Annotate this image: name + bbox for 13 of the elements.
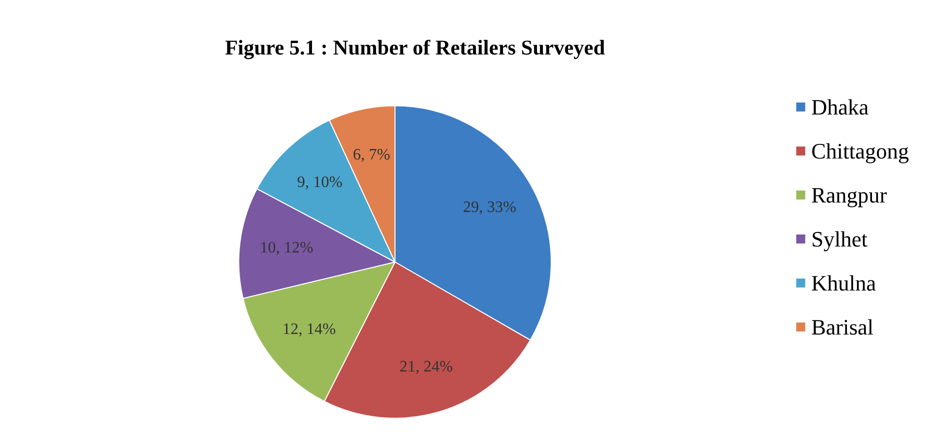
- legend-label: Dhaka: [811, 94, 869, 120]
- legend-label: Khulna: [811, 270, 876, 296]
- data-label: 6, 7%: [352, 146, 390, 164]
- legend-label: Chittagong: [811, 138, 910, 164]
- data-label: 9, 10%: [297, 174, 342, 192]
- legend-label: Sylhet: [811, 226, 868, 252]
- data-label: 12, 14%: [282, 321, 336, 338]
- data-label: 21, 24%: [399, 358, 453, 376]
- legend-label: Barisal: [811, 314, 874, 340]
- data-label: 29, 33%: [463, 198, 516, 216]
- chart-title: Figure 5.1 : Number of Retailers Surveyed: [224, 36, 606, 60]
- data-label: 10, 12%: [260, 240, 314, 257]
- legend-label: Rangpur: [811, 182, 888, 208]
